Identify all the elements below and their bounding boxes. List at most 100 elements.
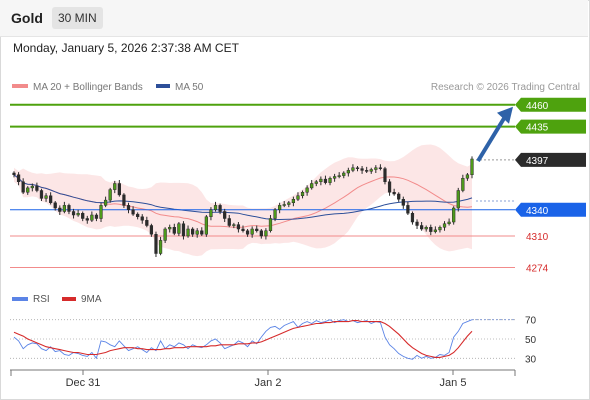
- candle: [314, 181, 318, 184]
- candle: [90, 214, 94, 221]
- candle: [351, 167, 355, 171]
- candle: [397, 193, 401, 200]
- candle: [53, 202, 57, 209]
- candle: [71, 211, 76, 216]
- level-label-4397: 4397: [526, 156, 549, 167]
- timeframe-badge[interactable]: 30 MIN: [52, 7, 103, 29]
- forecast-arrow: [476, 115, 507, 163]
- candle: [433, 229, 437, 232]
- rsi-tick-30: 30: [525, 354, 537, 365]
- candle: [250, 228, 254, 235]
- candle: [328, 178, 332, 183]
- candle: [99, 205, 103, 219]
- candle: [470, 158, 474, 175]
- candle: [122, 194, 126, 206]
- candle: [259, 230, 263, 237]
- candle: [209, 209, 213, 217]
- chart-header: Gold 30 MIN: [0, 0, 588, 37]
- candle: [429, 227, 433, 232]
- rsi-legend-label: RSI: [33, 294, 50, 305]
- level-label-4274: 4274: [526, 264, 549, 275]
- bollinger-legend-label: MA 20 + Bollinger Bands: [33, 82, 143, 93]
- candle: [337, 175, 341, 177]
- candle: [365, 170, 369, 172]
- ma9-legend-label: 9MA: [81, 294, 102, 305]
- candle: [255, 228, 259, 231]
- candle: [232, 224, 236, 226]
- candle: [186, 228, 190, 237]
- candle: [149, 225, 154, 235]
- candle: [442, 223, 447, 228]
- candle: [438, 227, 442, 231]
- candle: [108, 189, 112, 201]
- chart-datetime: Monday, January 5, 2026 2:37:38 AM CET: [13, 41, 239, 55]
- candle: [158, 240, 163, 254]
- candle: [218, 205, 222, 212]
- candle: [332, 176, 337, 179]
- candle: [378, 167, 383, 169]
- candle: [245, 230, 250, 235]
- candle: [241, 228, 245, 231]
- candle: [342, 172, 346, 176]
- candle: [181, 223, 186, 237]
- forecast-arrow-head: [497, 106, 513, 124]
- candle: [172, 227, 176, 234]
- bollinger-legend-swatch: [12, 84, 28, 88]
- candle: [323, 178, 328, 183]
- candle: [360, 168, 364, 171]
- candle: [26, 187, 30, 193]
- candle: [387, 181, 392, 193]
- candle: [163, 228, 167, 241]
- candle: [447, 221, 451, 224]
- candle: [49, 195, 53, 203]
- x-axis-label: Jan 2: [255, 377, 282, 389]
- candle: [355, 167, 360, 169]
- candle: [35, 185, 39, 191]
- candle: [273, 209, 277, 219]
- candle: [67, 205, 71, 212]
- bollinger-band: [14, 144, 472, 257]
- candle: [62, 205, 67, 212]
- candle: [287, 202, 291, 205]
- level-label-4460: 4460: [526, 101, 549, 112]
- candle: [21, 181, 25, 193]
- candle: [126, 205, 131, 210]
- candle: [291, 199, 296, 203]
- candle: [415, 221, 419, 226]
- candle: [140, 216, 144, 221]
- candle: [282, 204, 286, 206]
- candle: [103, 199, 108, 206]
- candle: [195, 230, 199, 235]
- candle: [461, 178, 465, 191]
- x-axis-label: Jan 5: [440, 377, 467, 389]
- candle: [374, 167, 378, 170]
- rsi-tick-50: 50: [525, 335, 537, 346]
- candle: [452, 207, 456, 223]
- candle: [204, 216, 208, 235]
- candle: [223, 211, 227, 219]
- candle: [296, 195, 300, 200]
- level-tag-4397: [515, 152, 586, 167]
- rsi-line: [13, 319, 473, 360]
- copyright-text: Research © 2026 Trading Central: [431, 82, 580, 93]
- level-tag-4460: [515, 97, 586, 112]
- candle: [136, 213, 140, 217]
- rsi-tick-70: 70: [525, 316, 537, 327]
- candle: [310, 183, 314, 189]
- candle: [39, 190, 44, 199]
- candle: [456, 190, 460, 209]
- candle: [410, 213, 415, 223]
- candle: [401, 199, 405, 206]
- candle: [12, 172, 16, 175]
- candle: [168, 227, 172, 230]
- level-label-4310: 4310: [526, 232, 549, 243]
- candle: [264, 230, 268, 237]
- candle: [44, 195, 48, 199]
- candle: [154, 234, 158, 254]
- candle: [117, 183, 121, 196]
- candle: [145, 220, 149, 226]
- candle: [113, 183, 117, 190]
- candle: [300, 192, 305, 196]
- level-tag-4435: [515, 119, 586, 134]
